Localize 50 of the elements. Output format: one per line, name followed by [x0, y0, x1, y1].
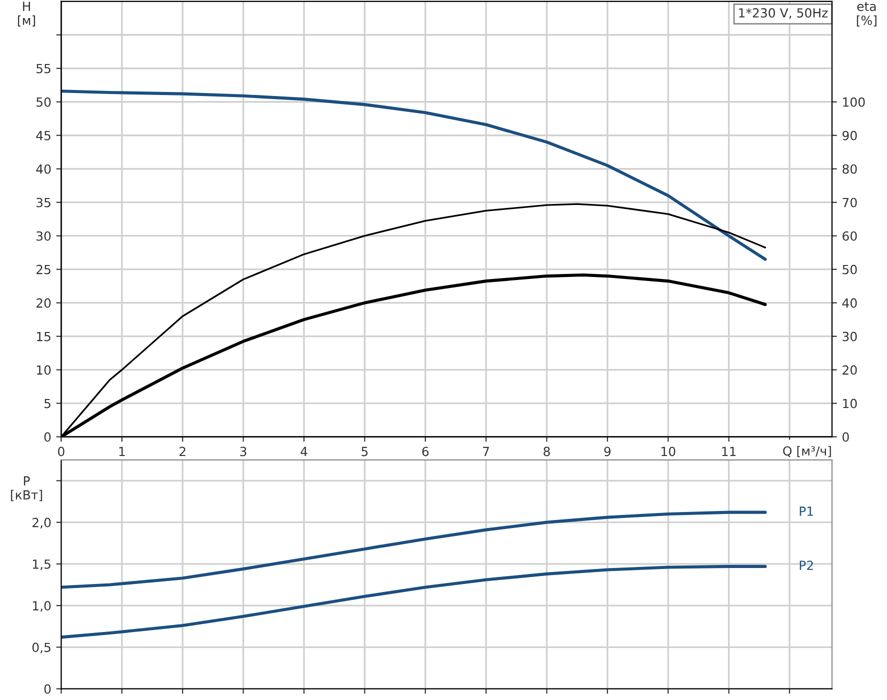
- y2-tick-label: 70: [842, 198, 857, 208]
- x-tick-label: 10: [662, 446, 676, 456]
- x-tick-label: 7: [483, 446, 489, 456]
- y-tick-label: 45: [36, 131, 50, 140]
- y2-tick-label: 30: [842, 332, 857, 342]
- y-tick-label: 10: [36, 365, 51, 375]
- x-tick-label: 3: [240, 446, 246, 456]
- y-tick-label: 0: [44, 684, 51, 694]
- y-tick-label: 0,5: [32, 642, 50, 654]
- y2-tick-label: 20: [842, 365, 857, 375]
- y-tick-label: 55: [36, 64, 50, 74]
- y-tick-label: 35: [36, 198, 50, 208]
- y2-tick-label: 10: [843, 398, 857, 408]
- x-axis-title: Q [м³/ч]: [783, 446, 831, 458]
- x-tick-label: 5: [362, 446, 368, 456]
- x-tick-label: 2: [180, 446, 186, 456]
- y-axis-title: P [кВт]: [11, 476, 42, 502]
- line-series: [61, 510, 767, 589]
- y-tick-label: 2,0: [32, 518, 51, 529]
- y2-tick-label: 80: [842, 164, 857, 174]
- x-tick-label: 1: [119, 446, 125, 456]
- line-series: [61, 564, 767, 639]
- y2-tick-label: 40: [842, 298, 857, 308]
- y2-axis-title: eta [%]: [856, 2, 876, 27]
- y2-tick-label: 90: [842, 130, 857, 140]
- y-tick-label: 1,5: [32, 560, 50, 570]
- annotation: 1*230 V, 50Hz: [739, 8, 828, 19]
- x-tick-label: 11: [722, 446, 736, 456]
- y-tick-label: 40: [36, 164, 51, 174]
- line-series: [61, 90, 767, 261]
- y-tick-label: 5: [44, 398, 50, 408]
- x-tick-label: 8: [544, 446, 550, 456]
- y2-tick-label: 50: [842, 264, 857, 274]
- y-tick-label: 15: [36, 332, 50, 342]
- y2-tick-label: 100: [843, 97, 865, 107]
- text: P1: [800, 506, 813, 516]
- x-tick-label: 9: [604, 446, 611, 456]
- x-tick-label: 6: [422, 446, 429, 456]
- y2-tick-label: 60: [842, 231, 857, 241]
- y-tick-label: 50: [36, 97, 51, 107]
- x-tick-label: 4: [300, 446, 308, 456]
- text: P2: [800, 560, 813, 570]
- y-axis-title: H [м]: [18, 2, 36, 27]
- y-tick-label: 20: [36, 298, 51, 308]
- x-tick-label: 0: [58, 446, 64, 456]
- y-tick-label: 30: [36, 231, 51, 241]
- y-tick-label: 1,0: [32, 601, 51, 612]
- y-tick-label: 25: [36, 264, 50, 274]
- y2-tick-label: 0: [842, 432, 849, 442]
- y-tick-label: 0: [44, 432, 51, 442]
